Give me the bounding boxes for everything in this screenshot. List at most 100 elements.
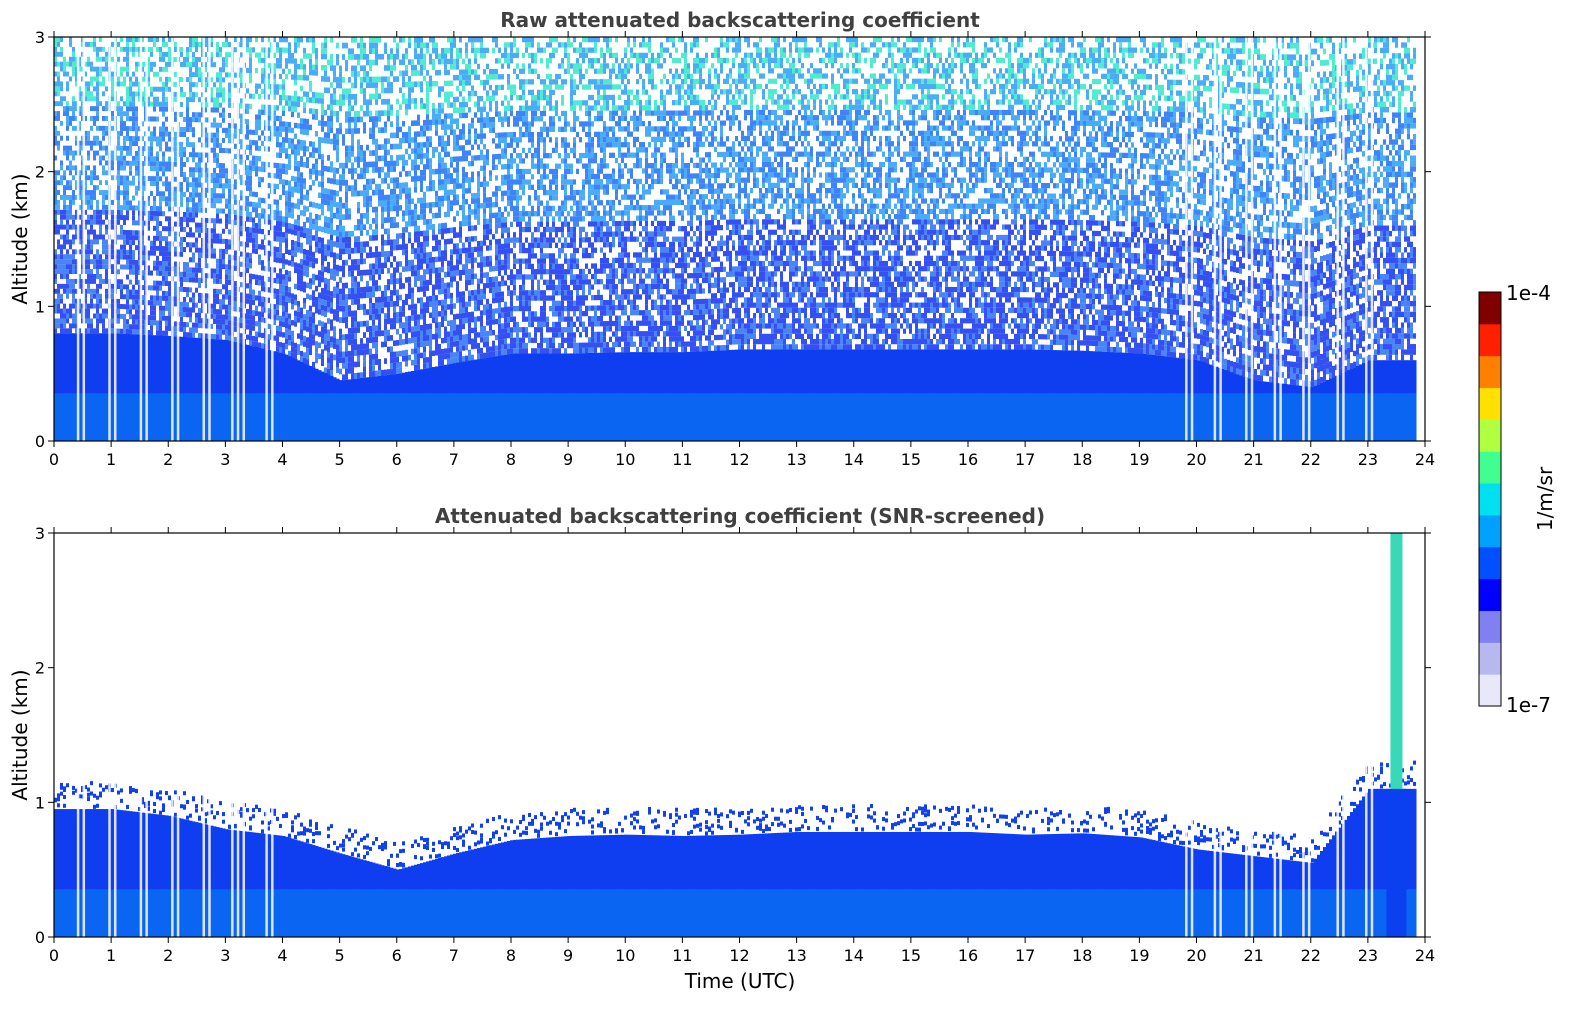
- noise-cell: [306, 91, 309, 98]
- noise-cell: [240, 302, 243, 308]
- noise-cell: [333, 263, 336, 270]
- layer-cell: [375, 393, 379, 441]
- noise-cell: [372, 331, 375, 337]
- noise-cell: [297, 247, 300, 253]
- noise-cell: [198, 333, 201, 339]
- noise-cell: [306, 348, 309, 354]
- noise-cell: [294, 133, 297, 139]
- noise-cell: [225, 198, 228, 204]
- noise-cell: [60, 293, 63, 299]
- layer-cell: [294, 358, 298, 394]
- noise-cell: [390, 245, 393, 251]
- noise-cell: [342, 300, 345, 306]
- noise-cell: [111, 254, 114, 260]
- noise-cell: [249, 186, 252, 192]
- noise-cell: [342, 134, 345, 140]
- noise-cell: [303, 357, 306, 364]
- noise-cell: [321, 276, 324, 283]
- noise-cell: [75, 259, 78, 265]
- noise-cell: [183, 332, 186, 338]
- noise-cell: [246, 206, 249, 212]
- noise-cell: [339, 345, 342, 352]
- noise-cell: [204, 62, 207, 68]
- noise-cell: [153, 131, 156, 137]
- noise-cell: [315, 59, 318, 65]
- noise-cell: [423, 341, 426, 347]
- noise-cell: [90, 259, 93, 265]
- noise-cell: [129, 170, 132, 176]
- noise-cell: [360, 270, 363, 276]
- noise-cell: [339, 99, 342, 106]
- noise-cell: [147, 176, 150, 182]
- noise-cell: [408, 220, 411, 227]
- noise-cell: [324, 266, 327, 273]
- noise-cell: [363, 173, 366, 179]
- noise-cell: [96, 199, 99, 205]
- noise-cell: [228, 214, 231, 220]
- noise-cell: [408, 265, 411, 272]
- noise-cell: [309, 338, 312, 345]
- noise-cell: [282, 316, 285, 322]
- noise-cell: [291, 352, 294, 358]
- noise-cell: [390, 278, 393, 285]
- noise-cell: [216, 273, 219, 279]
- noise-cell: [117, 303, 120, 309]
- noise-cell: [138, 200, 141, 206]
- noise-cell: [99, 313, 102, 319]
- noise-cell: [273, 89, 276, 95]
- noise-cell: [360, 54, 363, 60]
- noise-cell: [390, 132, 393, 139]
- noise-cell: [303, 178, 306, 184]
- noise-cell: [78, 175, 81, 181]
- noise-cell: [279, 194, 282, 201]
- noise-cell: [255, 321, 258, 327]
- noise-cell: [57, 209, 60, 215]
- noise-cell: [279, 252, 282, 258]
- noise-cell: [126, 71, 129, 77]
- noise-cell: [360, 224, 363, 231]
- noise-cell: [213, 334, 216, 340]
- noise-cell: [393, 312, 396, 318]
- noise-cell: [228, 305, 231, 311]
- noise-cell: [174, 231, 177, 237]
- noise-cell: [420, 241, 423, 248]
- noise-cell: [369, 371, 372, 377]
- noise-cell: [240, 123, 243, 129]
- noise-cell: [399, 193, 402, 200]
- noise-cell: [309, 294, 312, 301]
- noise-cell: [141, 225, 144, 231]
- noise-cell: [306, 146, 309, 152]
- noise-cell: [54, 209, 57, 215]
- noise-cell: [123, 328, 126, 334]
- noise-cell: [360, 218, 363, 225]
- noise-cell: [309, 185, 312, 191]
- noise-cell: [246, 308, 249, 315]
- noise-cell: [372, 252, 375, 258]
- noise-cell: [87, 61, 90, 67]
- noise-cell: [192, 207, 195, 213]
- noise-cell: [63, 71, 66, 77]
- noise-cell: [195, 242, 198, 248]
- noise-cell: [324, 165, 327, 172]
- noise-cell: [63, 96, 66, 102]
- noise-cell: [336, 42, 339, 49]
- noise-cell: [150, 285, 153, 291]
- noise-cell: [84, 41, 87, 47]
- noise-cell: [156, 176, 159, 182]
- noise-cell: [411, 148, 414, 154]
- noise-cell: [123, 254, 126, 260]
- noise-cell: [123, 81, 126, 87]
- noise-cell: [183, 327, 186, 333]
- noise-cell: [345, 231, 348, 237]
- noise-cell: [258, 223, 261, 229]
- noise-cell: [180, 201, 183, 207]
- noise-cell: [195, 187, 198, 193]
- noise-cell: [357, 361, 360, 367]
- layer-cell: [159, 393, 163, 441]
- noise-cell: [174, 321, 177, 327]
- noise-cell: [348, 156, 351, 163]
- noise-cell: [117, 284, 120, 290]
- noise-cell: [315, 307, 318, 314]
- noise-cell: [261, 140, 264, 146]
- noise-cell: [228, 295, 231, 301]
